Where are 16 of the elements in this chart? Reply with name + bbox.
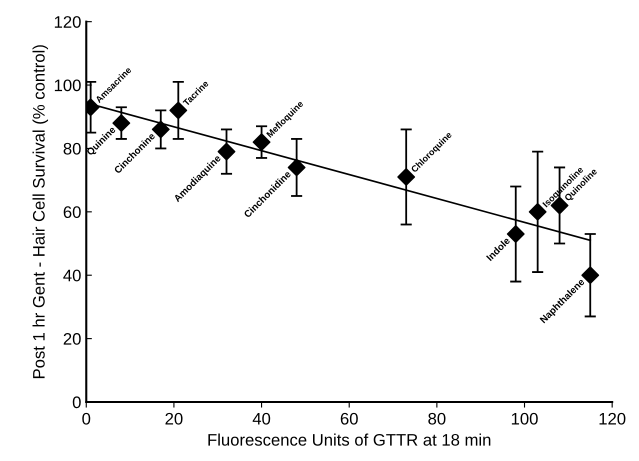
y-tick-label: 100 xyxy=(54,79,81,92)
y-tick-label: 0 xyxy=(72,396,81,408)
x-axis-title: Fluorescence Units of GTTR at 18 min xyxy=(208,434,490,446)
x-tick-label: 120 xyxy=(600,412,626,425)
y-axis-title: Post 1 hr Gent - Hair Cell Survival (% control) xyxy=(32,45,48,378)
y-tick-label: 60 xyxy=(64,206,81,218)
x-tick-label: 80 xyxy=(428,412,446,425)
y-tick-label: 80 xyxy=(64,142,81,155)
y-tick-label: 20 xyxy=(64,333,81,345)
x-tick-label: 20 xyxy=(165,412,183,425)
x-tick-label: 60 xyxy=(340,412,358,425)
x-tick-label: 40 xyxy=(252,412,270,425)
x-tick-label: 0 xyxy=(82,412,90,425)
x-tick-label: 100 xyxy=(512,412,538,425)
y-tick-label: 40 xyxy=(63,270,81,282)
y-tick-label: 120 xyxy=(54,16,81,28)
